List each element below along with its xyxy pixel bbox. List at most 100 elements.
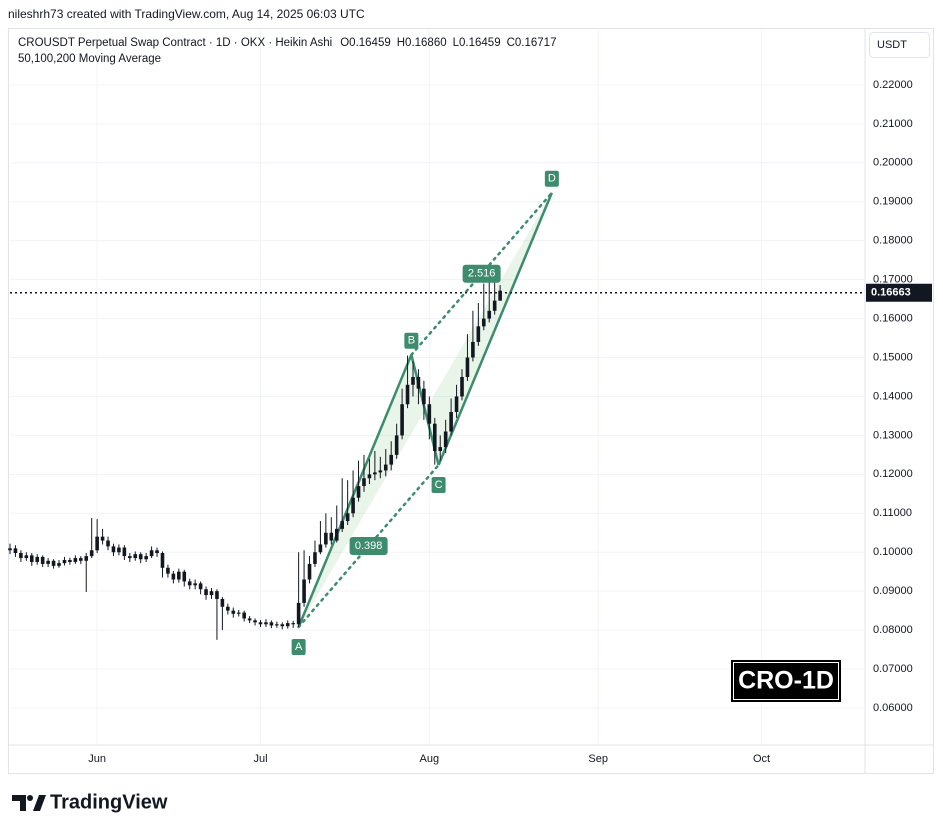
candle-body [438, 447, 443, 451]
y-tick-label: 0.17000 [873, 274, 913, 286]
candle-body [46, 560, 50, 564]
pattern-point-label: D [548, 173, 556, 185]
candle-body [356, 486, 361, 498]
candle-body [177, 571, 181, 580]
pattern-point-label: A [295, 641, 303, 653]
plot-area: A B C D 0.398 2.516 [8, 30, 865, 745]
candle-body [465, 357, 470, 377]
y-tick-label: 0.09000 [873, 585, 913, 597]
candle-body [220, 598, 225, 607]
x-tick-label: Jul [253, 753, 267, 765]
last-price-label: 0.16663 [871, 287, 911, 299]
candle-body [471, 341, 475, 358]
pattern-leg [297, 354, 413, 628]
indicator-label: 50,100,200 Moving Average [18, 53, 161, 65]
candle-body [302, 579, 306, 603]
candle-body [100, 536, 105, 541]
watermark: CRO-1D [738, 667, 834, 695]
candle-body [122, 547, 127, 557]
ohlc-open: O0.16459 [340, 37, 391, 49]
candle-body [454, 396, 459, 413]
candle-body [62, 560, 67, 564]
candle-body [117, 547, 121, 553]
candle-body [318, 544, 323, 553]
candle-body [432, 423, 437, 451]
ratio-label: 0.398 [355, 540, 383, 552]
x-tick-label: Aug [420, 753, 440, 765]
candle-body [367, 474, 372, 479]
pattern-point-label: B [408, 335, 415, 347]
candle-body [193, 583, 197, 586]
candle-body [40, 556, 45, 564]
candle-body [138, 554, 143, 560]
y-tick-label: 0.13000 [873, 429, 913, 441]
chart-frame [8, 28, 934, 774]
candle-body [78, 558, 83, 561]
candle-body [476, 326, 481, 342]
candle-body [73, 558, 78, 562]
ratio-box [462, 264, 501, 283]
candle-body [422, 388, 426, 405]
logo-dot [27, 795, 33, 801]
candle-body [149, 550, 154, 557]
candle-body [84, 556, 89, 561]
candle-body [324, 532, 328, 545]
y-tick-label: 0.16000 [873, 312, 913, 324]
candle-body [111, 546, 116, 553]
candle-body [378, 470, 383, 473]
candle-body [57, 563, 61, 566]
currency-label: USDT [877, 39, 907, 51]
candle-body [226, 606, 230, 611]
candle-body [351, 497, 355, 514]
candle-body [35, 556, 40, 562]
watermark-border [733, 662, 839, 700]
candle-body [269, 622, 274, 626]
candle-body [280, 624, 285, 627]
credit: nileshrh73 created with TradingView.com,… [8, 7, 365, 21]
candle-body [133, 554, 138, 559]
ratio-box [349, 536, 388, 555]
ohlc-low: L0.16459 [453, 37, 501, 49]
candle-body [160, 553, 165, 568]
candle-body [296, 602, 301, 625]
y-tick-label: 0.22000 [873, 79, 913, 91]
candle-body [258, 622, 263, 625]
pattern-point-box [291, 639, 306, 656]
candle-body [400, 404, 404, 436]
candle-body [362, 478, 366, 487]
candle-body [460, 376, 464, 397]
candle-body [492, 300, 497, 311]
y-tick-label: 0.10000 [873, 546, 913, 558]
y-tick-label: 0.12000 [873, 468, 913, 480]
candle-body [416, 376, 421, 389]
candle-body [204, 589, 208, 596]
candle-body [89, 550, 94, 557]
candle-body [383, 464, 388, 471]
candle-body [427, 404, 432, 424]
candle-body [253, 620, 257, 623]
candle-body [264, 622, 268, 625]
candle-body [29, 555, 34, 562]
candle-body [449, 412, 453, 432]
pattern-point-box [544, 170, 559, 187]
chart-title: CROUSDT Perpetual Swap Contract · 1D · O… [18, 37, 332, 49]
pattern-point-label: C [435, 479, 443, 491]
y-tick-label: 0.14000 [873, 390, 913, 402]
candle-body [394, 435, 399, 455]
candle-body [498, 290, 502, 301]
last-price-box [866, 283, 932, 302]
ohlc-close: C0.16717 [507, 37, 557, 49]
candle-body [389, 454, 394, 465]
x-tick-label: Oct [753, 753, 770, 765]
candle-body [307, 563, 312, 580]
candle-body [182, 571, 187, 582]
ratio-label: 2.516 [468, 268, 496, 280]
candle-body [68, 560, 72, 562]
candle-body [155, 550, 159, 554]
pattern-point-box [404, 332, 419, 349]
y-tick-label: 0.15000 [873, 351, 913, 363]
candle-body [166, 567, 170, 574]
candle-body [291, 623, 295, 625]
